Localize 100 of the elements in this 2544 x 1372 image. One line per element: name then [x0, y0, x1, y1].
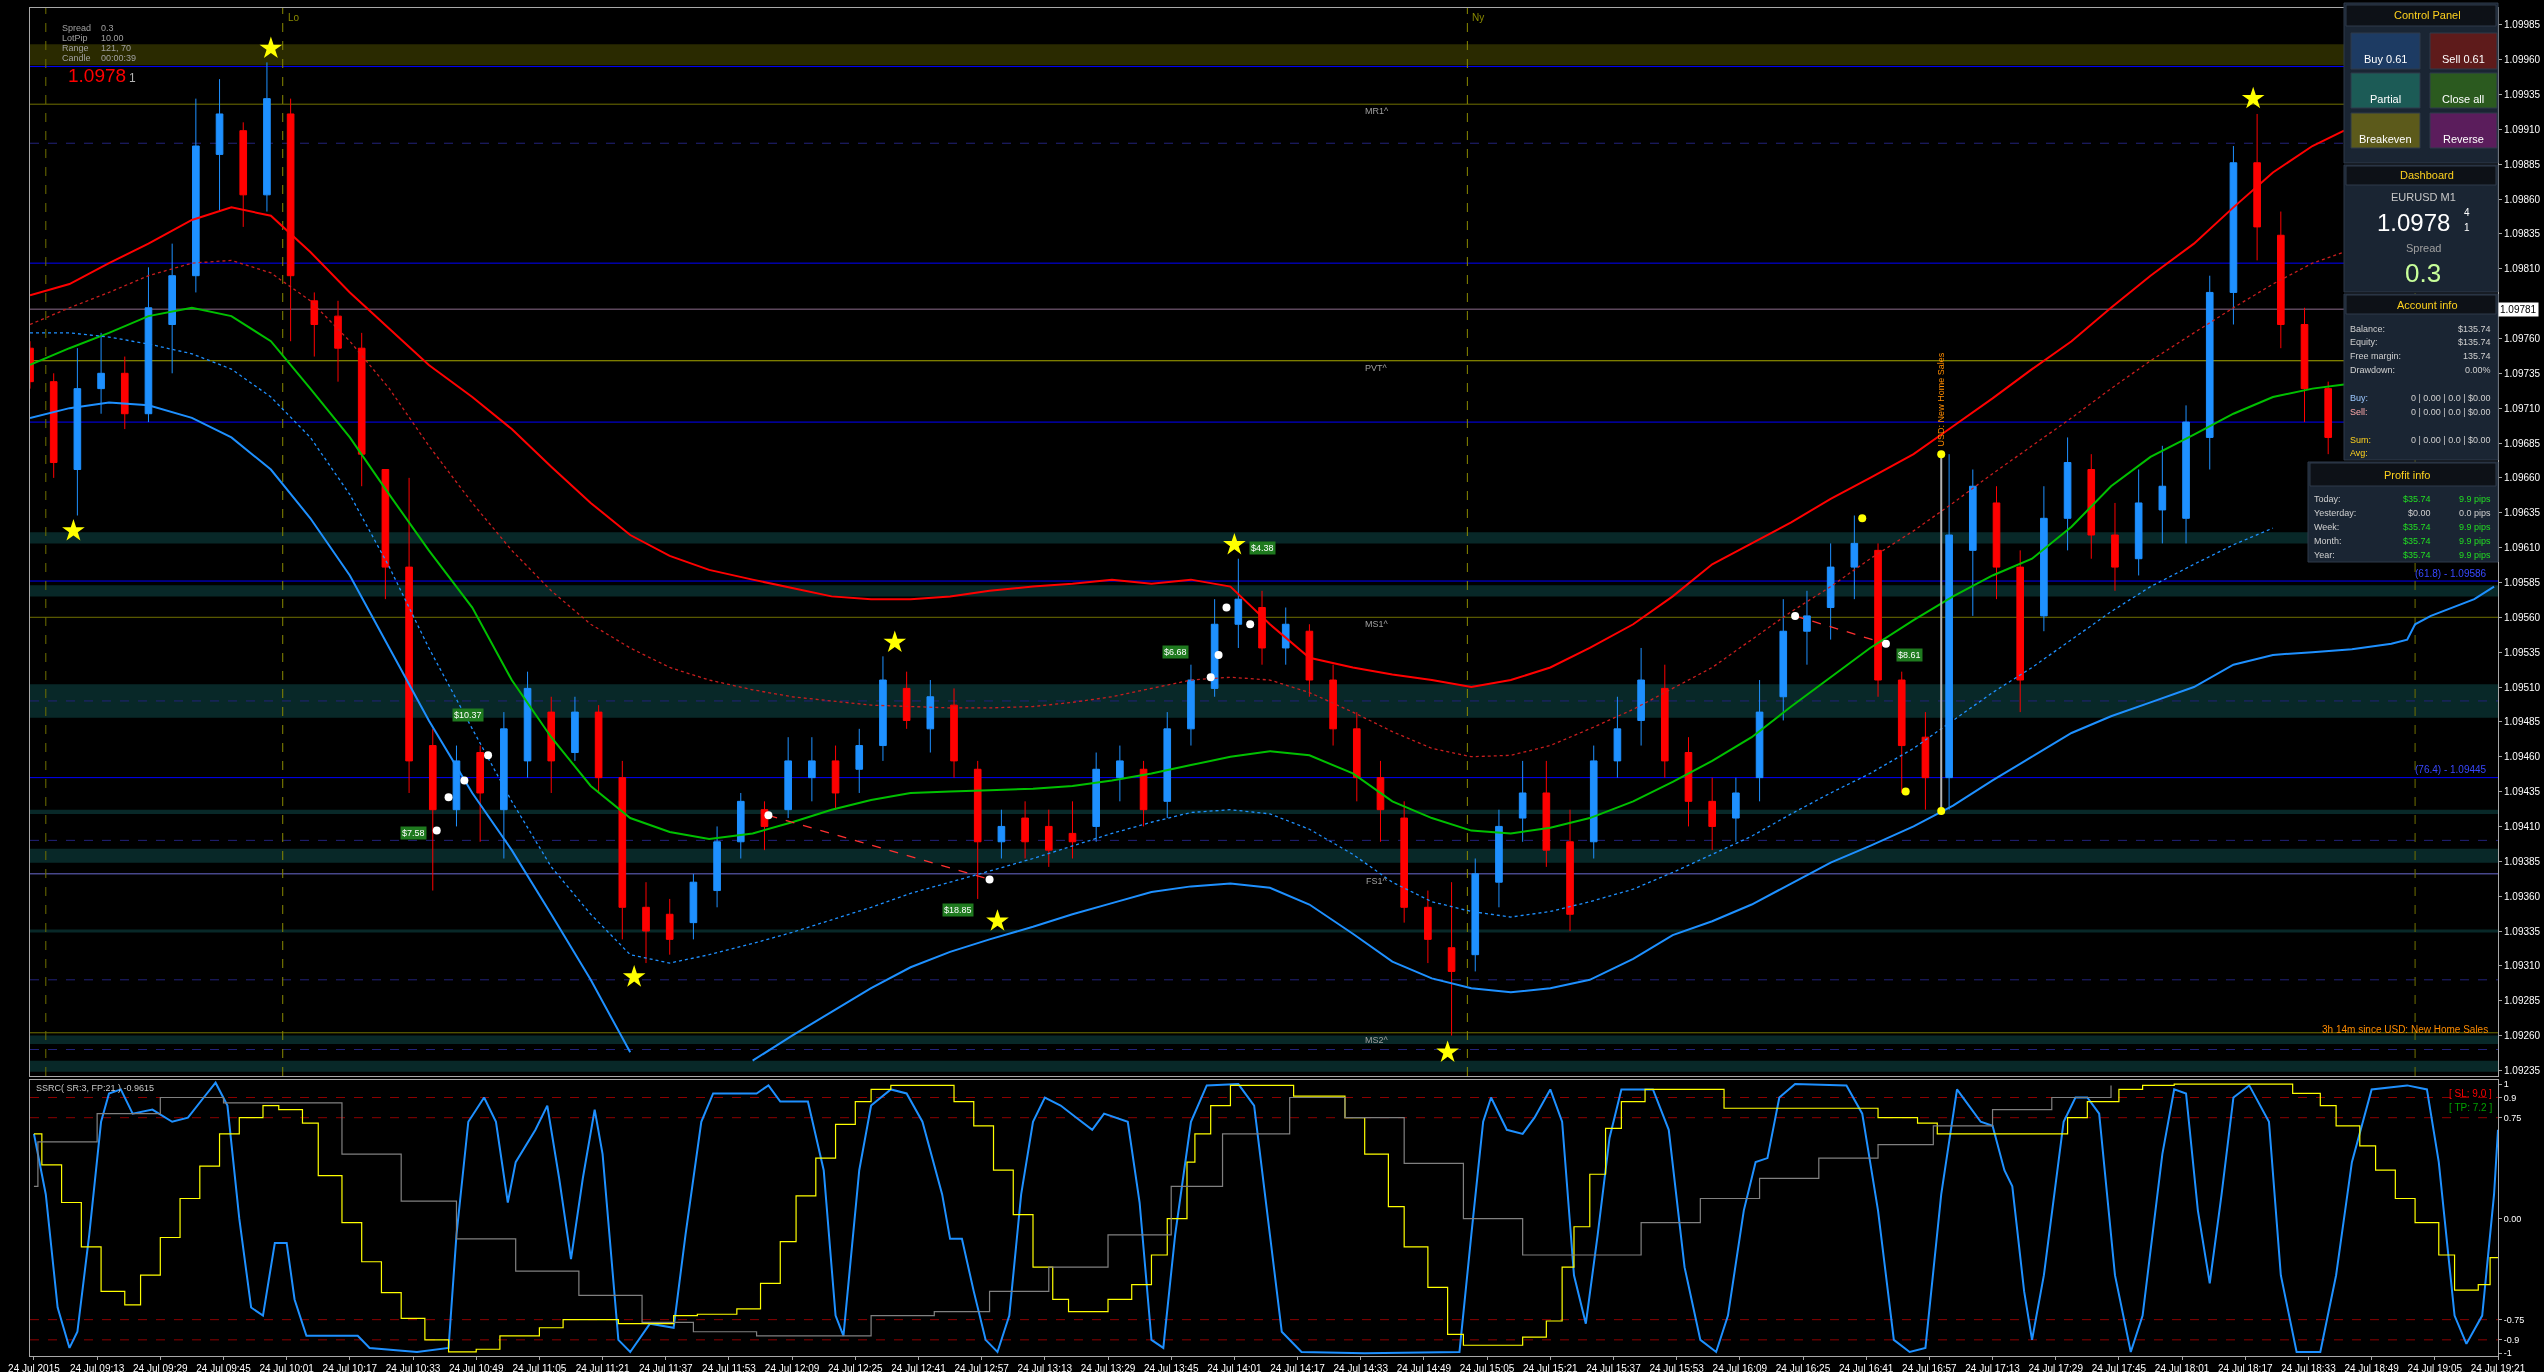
- annotation: $135.74: [2458, 337, 2491, 347]
- candlestick: [1779, 598, 1788, 721]
- candlestick: [2277, 211, 2285, 349]
- candlestick: [2300, 307, 2309, 423]
- candlestick: [381, 469, 390, 600]
- candlestick: [950, 687, 958, 779]
- y-tick-label: 1.09535: [2504, 646, 2541, 658]
- annotation: Month:: [2314, 536, 2342, 546]
- point: [1937, 807, 1946, 816]
- annotation: Partial: [2370, 93, 2402, 105]
- y-tick-label: 1.09660: [2504, 472, 2541, 484]
- y-tick-label: 1.09485: [2504, 716, 2541, 728]
- y-tick-label: 0.00: [2503, 1213, 2522, 1224]
- candlestick: [1352, 711, 1361, 802]
- annotation: 0 | 0.00 | 0.0 | $0.00: [2411, 435, 2491, 445]
- y-tick-label: 1.09460: [2504, 751, 2541, 763]
- annotation: MR1^: [1365, 106, 1389, 116]
- annotation: $7.58: [402, 828, 425, 838]
- point: [1858, 514, 1867, 523]
- x-tick-label: 24 Jul 10:49: [448, 1363, 504, 1372]
- y-tick-label: 1.09385: [2504, 855, 2541, 867]
- candlestick: [808, 736, 816, 802]
- x-tick-label: 24 Jul 2015: [8, 1363, 61, 1372]
- candlestick: [1708, 777, 1717, 851]
- candlestick: [784, 736, 792, 819]
- annotation: Today:: [2314, 494, 2341, 504]
- candlestick: [2087, 453, 2096, 560]
- x-tick-label: 24 Jul 16:41: [1838, 1363, 1894, 1372]
- point: [1246, 620, 1255, 629]
- x-tick-label: 24 Jul 18:33: [2281, 1363, 2337, 1372]
- annotation: $8.61: [1898, 650, 1921, 660]
- y-tick-label: 1.09735: [2504, 367, 2541, 379]
- candlestick: [1968, 469, 1977, 617]
- point: [1901, 787, 1910, 796]
- annotation: Free margin:: [2350, 351, 2402, 361]
- candlestick: [500, 711, 508, 859]
- annotation: Spread: [62, 23, 92, 33]
- x-tick-label: 24 Jul 18:17: [2218, 1363, 2273, 1372]
- annotation: 0.3: [101, 23, 114, 33]
- candlestick: [831, 745, 840, 811]
- point: [883, 630, 907, 653]
- point: [622, 965, 646, 987]
- candlestick: [1187, 664, 1195, 747]
- point: [1223, 532, 1246, 555]
- x-tick-label: 24 Jul 12:25: [828, 1363, 883, 1372]
- annotation: 0.00%: [2465, 365, 2491, 375]
- candlestick: [2205, 275, 2214, 470]
- x-tick-label: 24 Jul 12:09: [764, 1363, 820, 1372]
- y-tick-label: 1.09585: [2504, 576, 2541, 588]
- ref-line-label: Ny: [1472, 12, 1485, 23]
- annotation: Range: [62, 43, 89, 53]
- candlestick: [2063, 436, 2072, 551]
- point: [985, 875, 994, 884]
- candlestick: [2324, 381, 2333, 455]
- annotation: Breakeven: [2359, 133, 2412, 145]
- annotation: $6.68: [1164, 647, 1187, 657]
- candlestick: [618, 760, 627, 940]
- annotation: LotPip: [62, 33, 88, 43]
- candlestick: [2016, 549, 2025, 713]
- annotation: Sum:: [2350, 435, 2372, 445]
- candlestick: [1116, 745, 1124, 802]
- annotation: FS1^: [1366, 876, 1388, 886]
- candlestick: [405, 477, 413, 794]
- annotation: 4: [2464, 207, 2470, 218]
- annotation: [ SL: 9.0 ]: [2449, 1088, 2493, 1099]
- annotation: Candle: [62, 53, 91, 63]
- y-tick-label: 1.09360: [2504, 890, 2541, 902]
- annotation: 3h 14m since USD: New Home Sales: [2322, 1024, 2489, 1035]
- y-tick-label: 0.9: [2503, 1092, 2517, 1103]
- point: [62, 518, 85, 541]
- annotation: 9.9 pips: [2459, 550, 2492, 560]
- x-tick-label: 24 Jul 10:33: [385, 1363, 441, 1372]
- point: [764, 811, 773, 820]
- candlestick: [1921, 711, 1930, 811]
- candlestick: [1732, 777, 1740, 843]
- x-tick-label: 24 Jul 16:57: [1902, 1363, 1958, 1372]
- annotation: 1.0978: [2377, 209, 2451, 236]
- y-tick-label: -0.75: [2503, 1314, 2525, 1325]
- candlestick: [2040, 485, 2048, 632]
- annotation: Close all: [2442, 93, 2485, 105]
- candlestick: [665, 898, 674, 956]
- candlestick: [523, 671, 532, 779]
- annotation: (61.8) - 1.09586: [2415, 568, 2487, 579]
- annotation: 0 | 0.00 | 0.0 | $0.00: [2411, 407, 2491, 417]
- x-tick-label: 24 Jul 17:13: [1965, 1363, 2021, 1372]
- x-tick-label: 24 Jul 11:21: [575, 1363, 630, 1372]
- annotation: Dashboard: [2400, 169, 2454, 181]
- candlestick: [973, 760, 982, 900]
- y-tick-label: 1.09410: [2504, 820, 2541, 832]
- annotation: Reverse: [2443, 133, 2484, 145]
- candlestick: [1518, 760, 1527, 843]
- x-tick-label: 24 Jul 16:09: [1712, 1363, 1768, 1372]
- annotation: $10.37: [454, 710, 482, 720]
- candlestick: [1637, 647, 1645, 747]
- y-tick-label: 1.09960: [2504, 54, 2541, 66]
- y-tick-label: 1.09985: [2504, 19, 2541, 31]
- annotation: Profit info: [2384, 469, 2431, 481]
- annotation: $35.74: [2403, 536, 2431, 546]
- annotation: $35.74: [2403, 550, 2431, 560]
- x-tick-label: 24 Jul 13:13: [1017, 1363, 1073, 1372]
